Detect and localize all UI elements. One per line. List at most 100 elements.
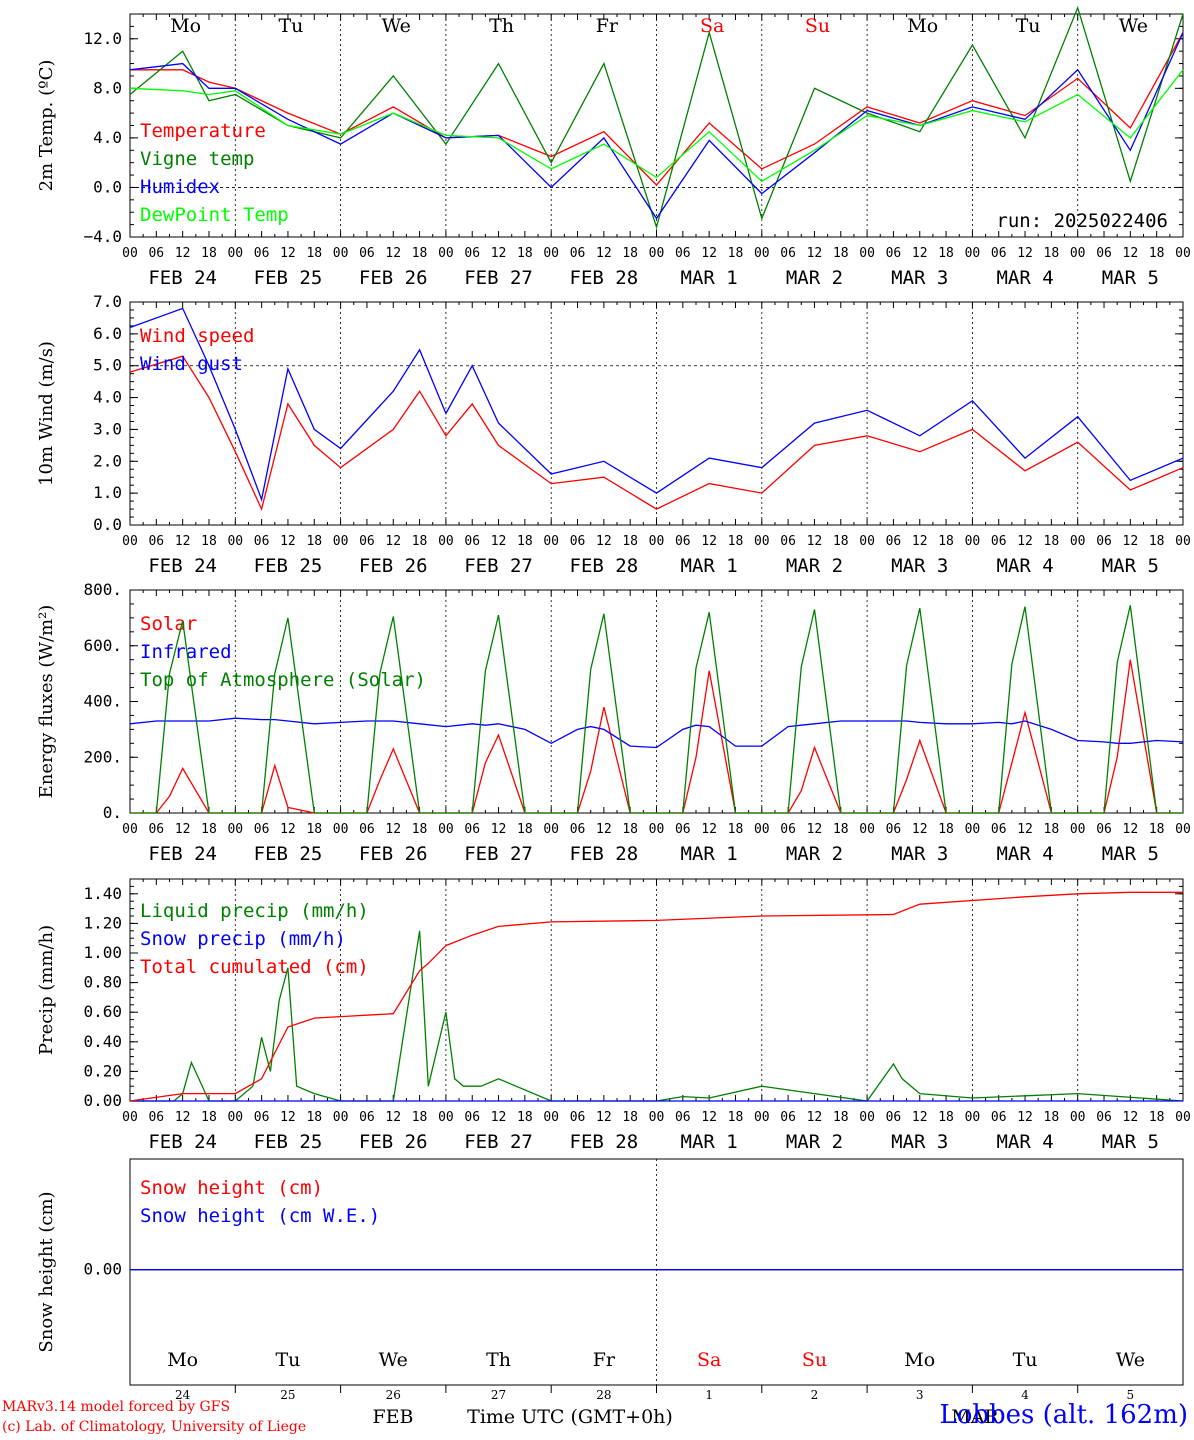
y-tick-label: 7.0 (93, 292, 122, 311)
legend-entry: Total cumulated (cm) (140, 956, 369, 978)
hour-tick-label: 12 (175, 822, 191, 837)
hour-tick-label: 00 (122, 1110, 138, 1125)
day-name: Su (805, 15, 830, 37)
snow-day-name: We (379, 1349, 408, 1371)
series-line (129, 891, 1183, 1102)
date-label: MAR 5 (1102, 1131, 1159, 1153)
hour-tick-label: 00 (965, 246, 981, 261)
day-name: Mo (907, 15, 938, 37)
date-label: MAR 2 (786, 1131, 843, 1153)
hour-tick-label: 18 (938, 1110, 954, 1125)
day-name: Mo (170, 15, 201, 37)
hour-tick-label: 12 (385, 246, 401, 261)
hour-tick-label: 06 (148, 822, 164, 837)
hour-tick-label: 18 (728, 1110, 744, 1125)
hour-tick-label: 06 (886, 822, 902, 837)
hour-tick-label: 18 (306, 246, 322, 261)
date-label: FEB 25 (254, 555, 323, 577)
hour-tick-label: 18 (622, 1110, 638, 1125)
y-tick-label: 800. (83, 580, 122, 599)
hour-tick-label: 12 (807, 246, 823, 261)
date-label: FEB 24 (148, 267, 217, 289)
legend-entry: Humidex (140, 176, 220, 198)
hour-tick-label: 00 (859, 246, 875, 261)
hour-tick-label: 18 (938, 822, 954, 837)
hour-tick-label: 12 (1017, 246, 1033, 261)
hour-tick-label: 18 (833, 534, 849, 549)
x-axis-label: Time UTC (GMT+0h) (467, 1406, 673, 1428)
snow-day-name: Tu (275, 1349, 300, 1371)
date-label: MAR 4 (996, 267, 1053, 289)
date-label: FEB 26 (359, 267, 428, 289)
hour-tick-label: 18 (728, 534, 744, 549)
hour-tick-label: 12 (385, 1110, 401, 1125)
hour-tick-label: 18 (306, 534, 322, 549)
hour-tick-label: 00 (333, 534, 349, 549)
hour-tick-label: 12 (912, 822, 928, 837)
hour-tick-label: 06 (675, 246, 691, 261)
hour-tick-label: 12 (596, 246, 612, 261)
series-line (129, 5, 1184, 230)
hour-tick-label: 00 (649, 1110, 665, 1125)
y-tick-label: 4.0 (93, 128, 122, 147)
hour-tick-label: 00 (543, 246, 559, 261)
day-name: We (382, 15, 411, 37)
hour-tick-label: 18 (1149, 1110, 1165, 1125)
series-line (129, 32, 1184, 220)
y-tick-label: 0.60 (83, 1002, 122, 1021)
hour-tick-label: 12 (807, 534, 823, 549)
hour-tick-label: 12 (1123, 246, 1139, 261)
hour-tick-label: 00 (649, 246, 665, 261)
hour-tick-label: 12 (701, 534, 717, 549)
date-label: MAR 5 (1102, 843, 1159, 865)
hour-tick-label: 00 (859, 1110, 875, 1125)
hour-tick-label: 00 (754, 822, 770, 837)
month-label-mar: MAR (951, 1406, 999, 1428)
hour-tick-label: 00 (227, 822, 243, 837)
legend-entry: Liquid precip (mm/h) (140, 900, 369, 922)
hour-tick-label: 06 (886, 246, 902, 261)
series-line (129, 717, 1184, 749)
snow-day-name: We (1116, 1349, 1145, 1371)
hour-tick-label: 12 (491, 822, 507, 837)
hour-tick-label: 00 (438, 822, 454, 837)
y-tick-label: 0.20 (83, 1061, 122, 1080)
day-name: Sa (700, 15, 724, 37)
month-label-feb: FEB (372, 1406, 413, 1428)
hour-tick-label: 00 (859, 822, 875, 837)
snow-day-name: Fr (593, 1349, 616, 1371)
legend-entry: Snow height (cm) (140, 1177, 323, 1199)
hour-tick-label: 12 (491, 534, 507, 549)
day-name: Th (489, 15, 514, 37)
series-line (130, 32, 1184, 186)
day-number: 24 (175, 1388, 191, 1402)
hour-tick-label: 06 (780, 822, 796, 837)
y-tick-label: 4.0 (93, 388, 122, 407)
y-tick-label: 600. (83, 636, 122, 655)
station-label: Lobbes (alt. 162m) (939, 1400, 1188, 1430)
hour-tick-label: 12 (385, 822, 401, 837)
footer-model: MARv3.14 model forced by GFS (2, 1399, 231, 1415)
hour-tick-label: 18 (622, 822, 638, 837)
date-label: MAR 2 (786, 555, 843, 577)
hour-tick-label: 00 (965, 1110, 981, 1125)
hour-tick-label: 18 (201, 822, 217, 837)
series-line (130, 605, 1183, 814)
hour-tick-label: 12 (280, 534, 296, 549)
date-label: FEB 27 (464, 267, 533, 289)
hour-tick-label: 06 (991, 822, 1007, 837)
hour-tick-label: 18 (622, 246, 638, 261)
hour-tick-label: 18 (412, 822, 428, 837)
date-label: MAR 2 (786, 267, 843, 289)
date-label: FEB 28 (570, 267, 639, 289)
hour-tick-label: 12 (1017, 822, 1033, 837)
y-tick-label: 3.0 (93, 419, 122, 438)
hour-tick-label: 00 (333, 1110, 349, 1125)
legend-entry: Wind speed (140, 325, 254, 347)
hour-tick-label: 06 (359, 1110, 375, 1125)
hour-tick-label: 06 (675, 822, 691, 837)
hour-tick-label: 00 (1070, 1110, 1086, 1125)
day-number: 2 (811, 1388, 819, 1402)
hour-tick-label: 18 (728, 822, 744, 837)
date-label: MAR 4 (996, 555, 1053, 577)
